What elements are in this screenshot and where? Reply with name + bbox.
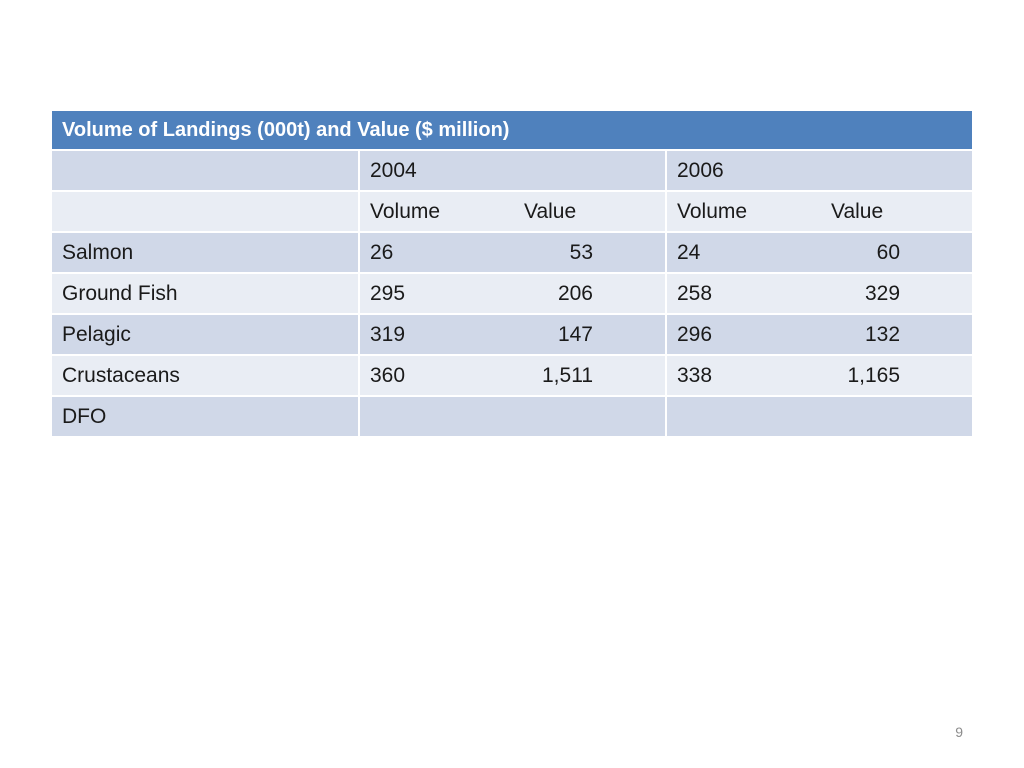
value-subheader: Value <box>831 200 884 223</box>
value-value: 206 <box>557 282 593 305</box>
year-2006-header: 2006 <box>666 150 973 192</box>
value-value: 329 <box>864 282 901 305</box>
table-row-salmon: Salmon 26 53 24 60 <box>52 232 973 274</box>
value-subheader: Value <box>524 200 577 223</box>
value-value: 1,165 <box>847 364 901 387</box>
volume-value: 319 <box>370 323 406 346</box>
table-row-dfo: DFO <box>52 396 973 438</box>
subheader-row: Volume Value Volume Value <box>52 191 973 233</box>
table-row-ground-fish: Ground Fish 295 206 258 329 <box>52 273 973 315</box>
table-row-pelagic: Pelagic 319 147 296 132 <box>52 314 973 356</box>
cell-2004: 295 206 <box>359 273 667 315</box>
value-value: 147 <box>557 323 593 346</box>
row-label: DFO <box>52 396 360 438</box>
value-value: 60 <box>876 241 901 264</box>
volume-subheader: Volume <box>370 200 441 223</box>
volume-value: 296 <box>677 323 713 346</box>
table-title-row: Volume of Landings (000t) and Value ($ m… <box>52 111 973 151</box>
row-label: Pelagic <box>52 314 360 356</box>
value-value: 1,511 <box>542 364 593 387</box>
subheader-2006: Volume Value <box>666 191 973 233</box>
cell-2004: 360 1,511 <box>359 355 667 397</box>
volume-value: 295 <box>370 282 406 305</box>
cell-2006: 258 329 <box>666 273 973 315</box>
row-label: Salmon <box>52 232 360 274</box>
table-title: Volume of Landings (000t) and Value ($ m… <box>52 111 973 151</box>
volume-value: 24 <box>677 241 701 264</box>
table-row-crustaceans: Crustaceans 360 1,511 338 1,165 <box>52 355 973 397</box>
cell-2006 <box>666 396 973 438</box>
subheader-2004: Volume Value <box>359 191 667 233</box>
cell-2004: 319 147 <box>359 314 667 356</box>
value-value: 132 <box>864 323 901 346</box>
cell-2004 <box>359 396 667 438</box>
row-label: Crustaceans <box>52 355 360 397</box>
landings-table: Volume of Landings (000t) and Value ($ m… <box>52 111 973 438</box>
year-header-row: 2004 2006 <box>52 150 973 192</box>
volume-value: 26 <box>370 241 394 264</box>
empty-cell <box>52 150 360 192</box>
cell-2004: 26 53 <box>359 232 667 274</box>
volume-subheader: Volume <box>677 200 748 223</box>
empty-cell <box>52 191 360 233</box>
row-label: Ground Fish <box>52 273 360 315</box>
value-value: 53 <box>569 241 593 264</box>
page-number: 9 <box>955 724 963 740</box>
cell-2006: 296 132 <box>666 314 973 356</box>
volume-value: 338 <box>677 364 713 387</box>
volume-value: 360 <box>370 364 406 387</box>
year-2004-header: 2004 <box>359 150 667 192</box>
cell-2006: 24 60 <box>666 232 973 274</box>
cell-2006: 338 1,165 <box>666 355 973 397</box>
volume-value: 258 <box>677 282 713 305</box>
